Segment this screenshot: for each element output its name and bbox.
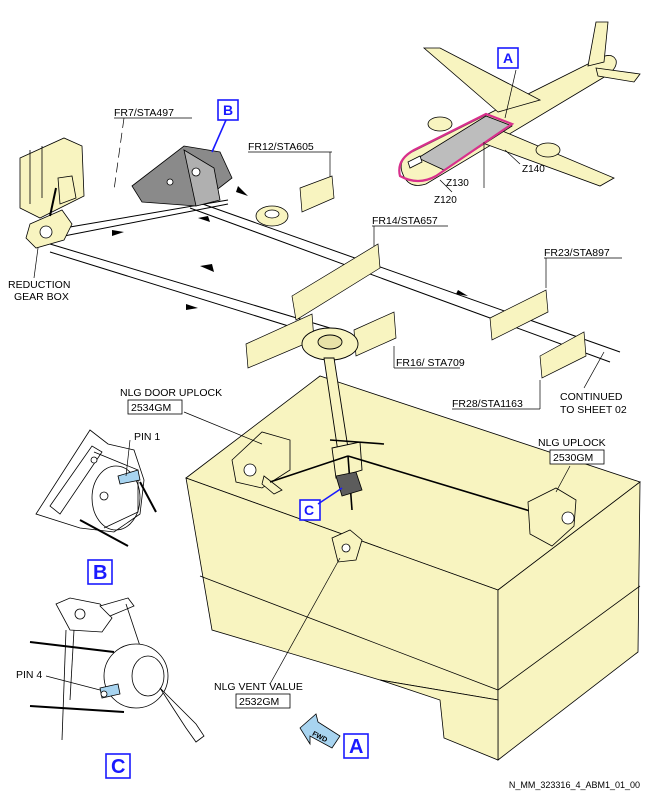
nlg-uplock-label: NLG UPLOCK [538,437,606,449]
nlg-vent-valve-code: 2532GM [239,696,279,708]
svg-text:C: C [111,756,125,778]
svg-text:B: B [223,102,233,118]
frame-plate-fr23 [489,289,549,341]
nlg-door-uplock [231,431,291,495]
zone-z140-label: Z140 [522,164,545,175]
frame-fr7-label: FR7/STA497 [114,107,174,119]
callout-b[interactable]: B [217,99,239,121]
frame-plate-fr14 [291,243,381,321]
view-callout-a[interactable]: A [343,733,369,759]
frame-fr14-label: FR14/STA657 [372,215,438,227]
frame-fr28-label: FR28/STA1163 [452,398,523,410]
continued-label-2: TO SHEET 02 [560,404,627,416]
callout-c[interactable]: C [299,499,321,521]
zone-z130-label: Z130 [446,178,469,189]
reduction-gearbox-label-1: REDUCTION [8,279,70,291]
detail-c-view [29,597,205,743]
nlg-door-uplock-code: 2534GM [131,402,171,414]
frame-fr23-label: FR23/STA897 [544,247,610,259]
svg-text:B: B [93,562,107,584]
continued-label-1: CONTINUED [560,391,623,403]
cable-direction-arrows [112,186,468,310]
nlg-uplock [527,487,577,547]
nlg-vent-valve-label: NLG VENT VALUE [214,681,303,693]
frame-plate-fr28 [539,331,587,379]
frame-plate-fr12 [299,175,335,213]
detail-b-callout[interactable]: B [87,559,113,585]
drawing-reference: N_MM_323316_4_ABM1_01_00 [509,780,640,790]
reduction-gearbox-label-2: GEAR BOX [14,291,69,303]
fwd-arrow-icon: FWD [299,713,341,749]
callout-a-aircraft[interactable]: A [497,47,519,69]
svg-text:A: A [349,736,363,758]
frame-fr16-label: FR16/ STA709 [396,357,465,369]
cable-pulley-fr12 [255,205,289,227]
nlg-door-uplock-label: NLG DOOR UPLOCK [120,387,222,399]
nlg-bay-structure [185,375,641,761]
detail-b-view [35,429,157,547]
frame-fr12-label: FR12/STA605 [248,141,314,153]
frame-plate-fr16-right [353,311,397,357]
pin-1-label: PIN 1 [134,431,160,443]
svg-text:C: C [304,502,314,518]
selector-unit [131,145,233,207]
detail-c-callout[interactable]: C [105,753,131,779]
pin-4-label: PIN 4 [16,669,42,681]
reduction-gear-box [19,137,85,249]
aircraft-icon [398,21,641,187]
nlg-drag-strut [301,327,363,479]
svg-text:A: A [503,50,513,66]
zone-z120-label: Z120 [434,195,457,206]
nlg-uplock-code: 2530GM [553,452,593,464]
nlg-vent-valve [331,529,363,563]
